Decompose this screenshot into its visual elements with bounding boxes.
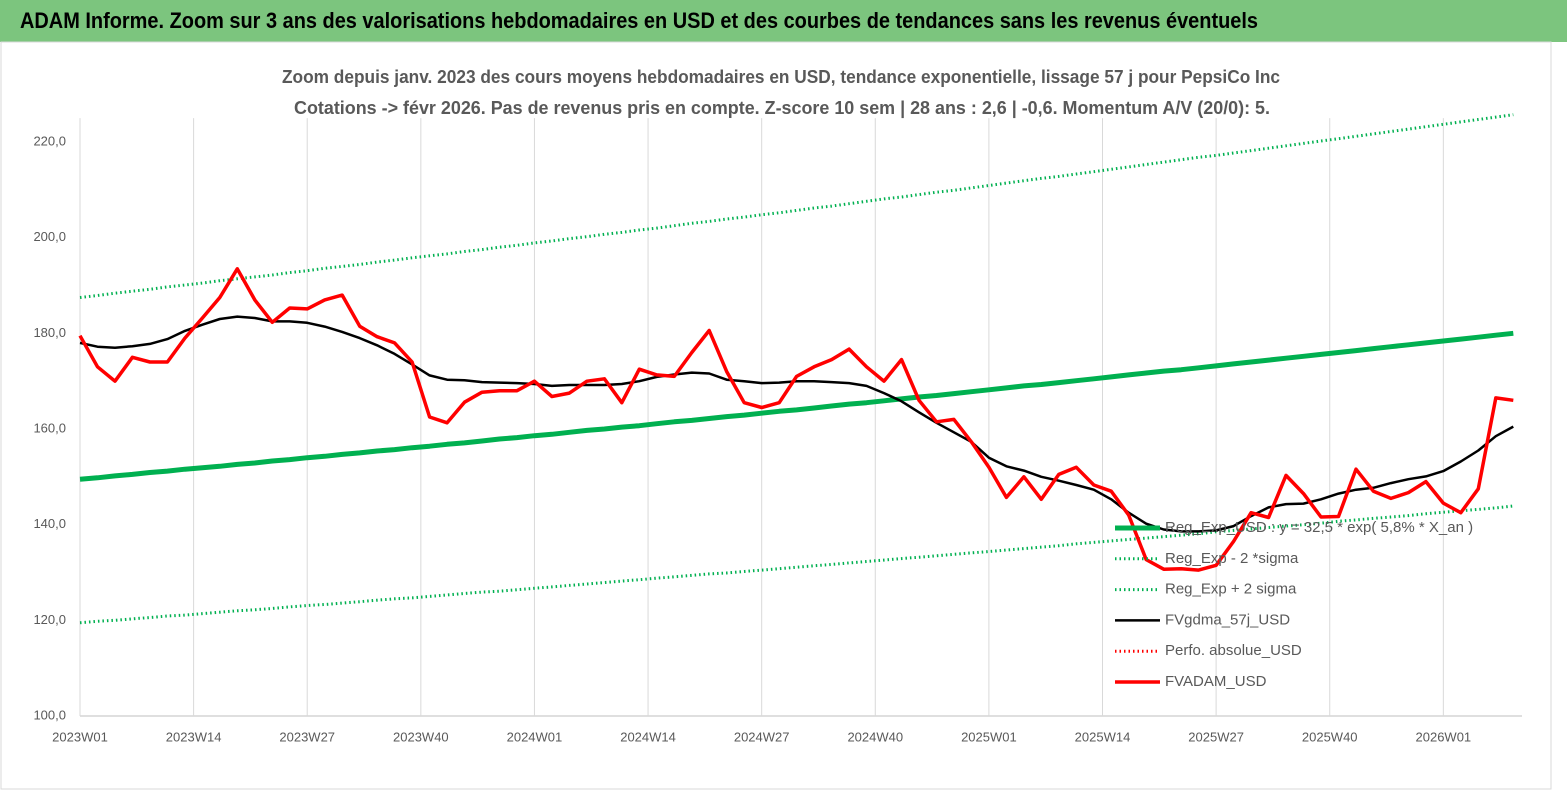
- y-tick-label: 120,0: [33, 612, 66, 627]
- series-line: [79, 330, 1514, 482]
- series-line: [79, 504, 1514, 625]
- y-tick-label: 100,0: [33, 707, 66, 722]
- y-tick-label: 160,0: [33, 420, 66, 435]
- legend-label: Reg_Exp_USD : y = 32,5 * exp( 5,8% * X_a…: [1165, 519, 1473, 536]
- x-tick-label: 2025W01: [961, 729, 1017, 744]
- legend-label: Reg_Exp + 2 sigma: [1165, 581, 1297, 598]
- legend-label: FVADAM_USD: [1165, 673, 1267, 690]
- y-tick-label: 140,0: [33, 516, 66, 531]
- x-tick-label: 2026W01: [1416, 729, 1472, 744]
- legend-label: Perfo. absolue_USD: [1165, 642, 1302, 659]
- y-tick-label: 180,0: [33, 325, 66, 340]
- x-tick-label: 2024W40: [847, 729, 903, 744]
- x-tick-label: 2024W27: [734, 729, 790, 744]
- x-tick-label: 2023W27: [279, 729, 335, 744]
- y-tick-label: 220,0: [33, 133, 66, 148]
- chart-subtitle: Cotations -> févr 2026. Pas de revenus p…: [294, 98, 1270, 118]
- header-band: [0, 0, 1567, 42]
- chart-frame: [0, 41, 1552, 790]
- x-tick-label: 2023W40: [393, 729, 449, 744]
- series-line: [78, 267, 1514, 572]
- y-tick-label: 200,0: [33, 229, 66, 244]
- x-tick-label: 2024W01: [507, 729, 563, 744]
- x-tick-label: 2025W40: [1302, 729, 1358, 744]
- legend-label: FVgdma_57j_USD: [1165, 611, 1290, 628]
- x-tick-label: 2023W01: [52, 729, 108, 744]
- x-tick-label: 2025W14: [1075, 729, 1131, 744]
- x-tick-label: 2024W14: [620, 729, 676, 744]
- chart-title: ADAM Informe. Zoom sur 3 ans des valoris…: [20, 8, 1258, 33]
- x-tick-label: 2023W14: [166, 729, 222, 744]
- x-tick-label: 2025W27: [1188, 729, 1244, 744]
- legend-label: Reg_Exp - 2 *sigma: [1165, 550, 1299, 567]
- chart-subtitle: Zoom depuis janv. 2023 des cours moyens …: [282, 67, 1280, 87]
